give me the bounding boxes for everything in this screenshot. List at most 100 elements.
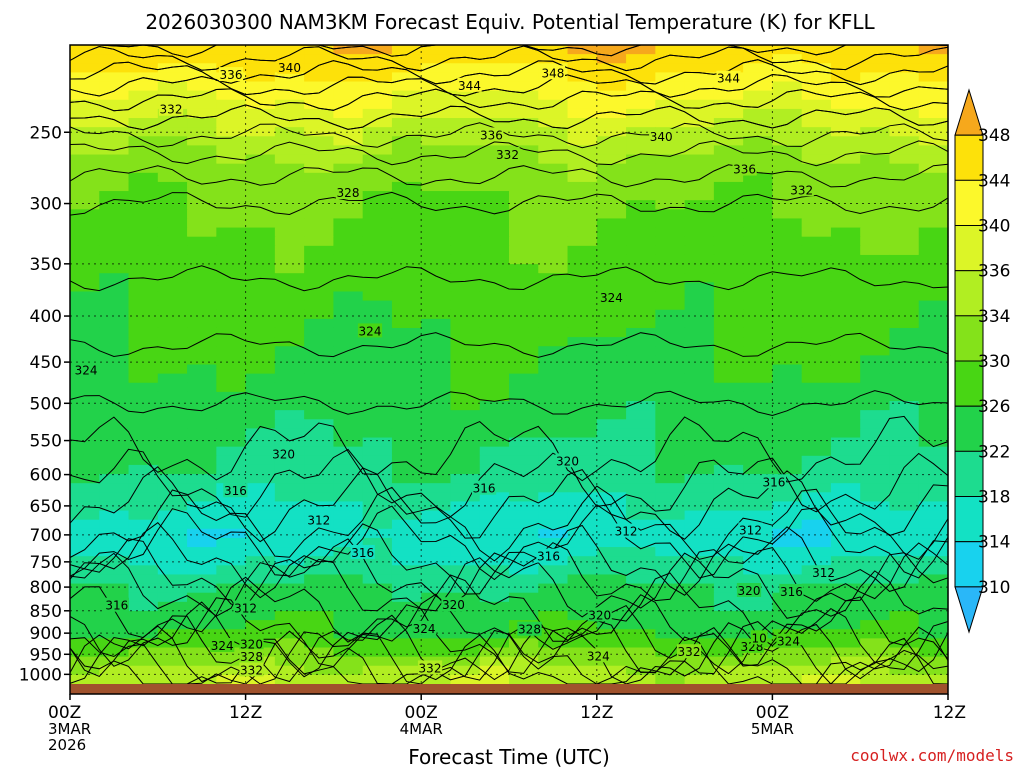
site-credit[interactable]: coolwx.com/models xyxy=(850,746,1014,765)
field-cell xyxy=(421,474,452,484)
field-cell xyxy=(274,474,305,484)
field-cell xyxy=(626,163,656,174)
field-cell xyxy=(684,99,715,110)
field-cell xyxy=(743,428,773,439)
field-cell xyxy=(509,565,539,576)
field-cell xyxy=(655,191,686,201)
field-cell xyxy=(157,601,188,612)
field-cell xyxy=(450,236,481,247)
field-cell xyxy=(743,537,773,548)
field-cell xyxy=(245,145,276,156)
field-cell xyxy=(362,99,393,110)
field-cell xyxy=(830,638,861,649)
field-cell xyxy=(567,236,598,247)
field-cell xyxy=(333,437,364,448)
field-cell xyxy=(362,355,393,366)
field-cell xyxy=(801,519,832,530)
field-cell xyxy=(889,574,920,585)
field-cell xyxy=(391,291,422,302)
field-cell xyxy=(362,108,393,119)
field-cell xyxy=(684,382,715,393)
field-cell xyxy=(918,264,949,274)
field-cell xyxy=(596,446,627,457)
field-cell xyxy=(70,647,100,658)
contour-label-bg xyxy=(306,512,331,527)
field-cell xyxy=(918,72,949,83)
field-cell xyxy=(333,510,364,521)
field-cell xyxy=(128,209,159,220)
field-cell xyxy=(801,401,832,411)
field-cell xyxy=(713,382,744,393)
field-cell xyxy=(70,391,100,402)
field-cell xyxy=(860,446,891,457)
field-cell xyxy=(187,656,217,667)
field-cell xyxy=(918,300,949,311)
field-cell xyxy=(830,45,861,55)
field-cell xyxy=(830,583,861,594)
field-cell xyxy=(772,647,803,658)
field-cell xyxy=(216,54,247,64)
field-cell xyxy=(918,136,949,147)
field-cell xyxy=(391,492,422,503)
field-cell xyxy=(860,629,891,639)
contour-label: 332 xyxy=(419,661,442,675)
field-cell xyxy=(479,419,510,429)
field-cell xyxy=(99,464,130,475)
field-cell xyxy=(713,556,744,566)
field-cell xyxy=(509,537,539,548)
field-cell xyxy=(274,254,305,265)
field-cell xyxy=(391,264,422,274)
field-cell xyxy=(479,446,510,457)
field-cell xyxy=(99,72,130,83)
field-cell xyxy=(362,638,393,649)
field-cell xyxy=(596,318,627,329)
field-cell xyxy=(450,656,481,667)
field-cell xyxy=(743,200,773,210)
field-cell xyxy=(509,72,539,83)
field-cell xyxy=(216,81,247,92)
field-cell xyxy=(128,410,159,420)
field-cell xyxy=(655,291,686,302)
field-cell xyxy=(860,337,891,347)
contour-label-bg xyxy=(779,583,804,598)
field-cell xyxy=(567,647,598,658)
field-cell xyxy=(684,254,715,265)
field-cell xyxy=(274,136,305,147)
field-cell xyxy=(70,483,100,493)
field-cell xyxy=(450,528,481,539)
field-cell xyxy=(391,209,422,220)
field-cell xyxy=(830,474,861,484)
field-cell xyxy=(157,45,188,55)
field-cell xyxy=(713,583,744,594)
field-cell xyxy=(860,592,891,603)
field-cell xyxy=(918,63,949,73)
field-cell xyxy=(157,72,188,83)
field-cell xyxy=(157,154,188,165)
field-cell xyxy=(450,620,481,630)
field-cell xyxy=(128,364,159,375)
field-cell xyxy=(99,282,130,293)
field-cell xyxy=(157,291,188,302)
field-cell xyxy=(830,455,861,466)
field-cell xyxy=(684,172,715,183)
field-cell xyxy=(567,227,598,238)
field-cell xyxy=(596,181,627,192)
field-cell xyxy=(713,154,744,165)
field-cell xyxy=(362,90,393,101)
field-cell xyxy=(713,327,744,338)
field-cell xyxy=(860,245,891,256)
y-tick-label: 950 xyxy=(30,645,62,665)
field-cell xyxy=(655,355,686,366)
field-cell xyxy=(772,300,803,311)
field-cell xyxy=(70,136,100,147)
field-cell xyxy=(187,118,217,128)
field-cell xyxy=(684,528,715,539)
field-cell xyxy=(304,54,334,64)
field-cell xyxy=(684,118,715,128)
field-cell xyxy=(421,209,452,220)
field-cell xyxy=(626,528,656,539)
field-cell xyxy=(596,464,627,475)
field-cell xyxy=(245,401,276,411)
field-cell xyxy=(333,483,364,493)
field-cell xyxy=(450,118,481,128)
